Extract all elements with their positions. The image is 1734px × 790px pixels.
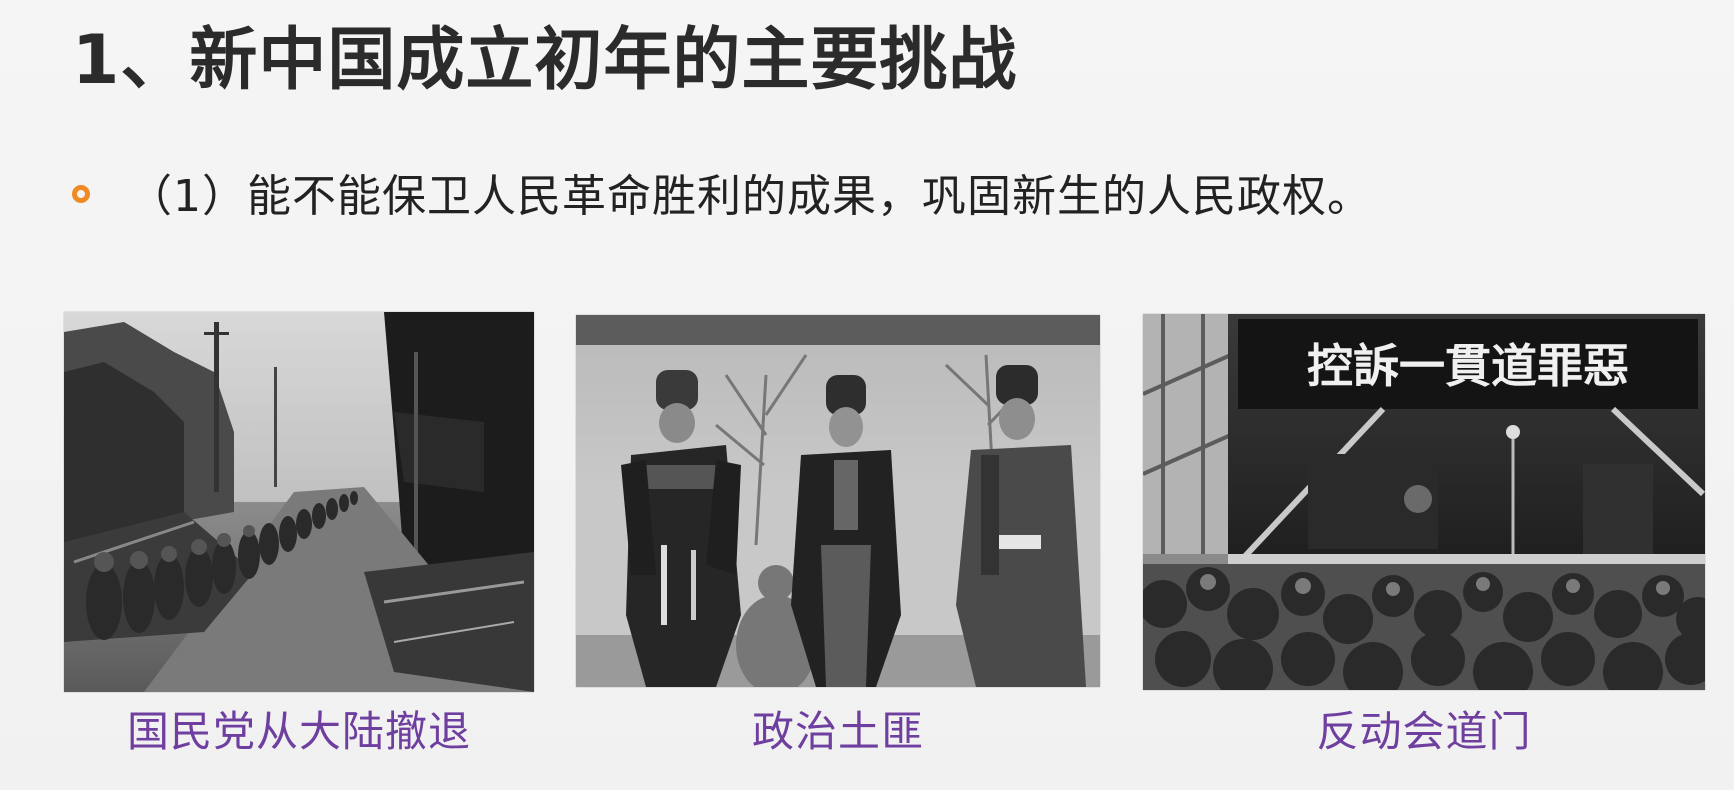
slide-title: 1、新中国成立初年的主要挑战	[72, 21, 1018, 100]
bandits-portrait-photo	[576, 315, 1100, 687]
photo-caption-sects: 反动会道门	[1316, 707, 1532, 756]
figure-right	[956, 365, 1086, 687]
rally-stage-photo: 控訴一貫道罪惡	[1143, 314, 1705, 690]
banner	[1238, 319, 1698, 409]
photo-caption-retreat: 国民党从大陆撤退	[126, 707, 471, 756]
photo-caption-bandits: 政治土匪	[751, 707, 924, 756]
figure-left	[621, 370, 741, 687]
banner-text: 控訴一貫道罪惡	[1307, 339, 1629, 393]
bullet-circle-icon	[72, 185, 90, 203]
bullet-item: （1）能不能保卫人民革命胜利的成果，巩固新生的人民政权。	[72, 160, 1372, 224]
bullet-text: （1）能不能保卫人民革命胜利的成果，巩固新生的人民政权。	[128, 171, 1372, 222]
retreat-street-photo	[64, 312, 534, 692]
figure-center	[791, 375, 901, 687]
